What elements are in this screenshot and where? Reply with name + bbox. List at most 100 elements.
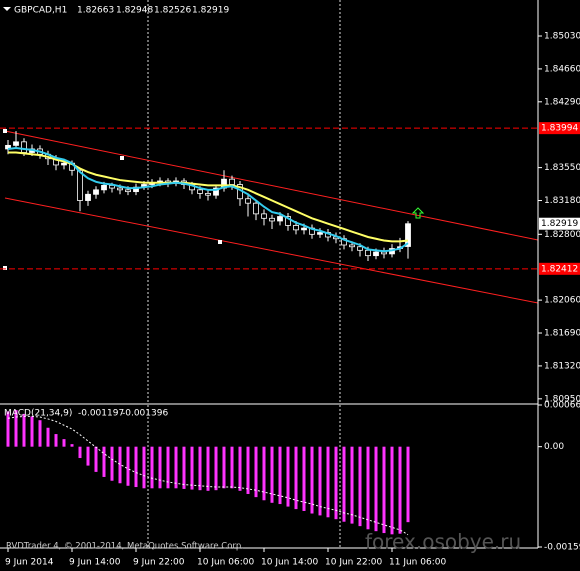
macd-bar [310, 446, 314, 514]
candle-body [301, 227, 307, 231]
plot [0, 127, 538, 536]
macd-bar [342, 446, 346, 522]
x-tick-label: 9 Jun 14:00 [69, 558, 121, 568]
macd-bar [54, 434, 58, 447]
macd-bar [62, 439, 66, 447]
y-tick-label: 1.84290 [544, 97, 580, 107]
candle-body [349, 244, 355, 248]
macd-bar [182, 446, 186, 489]
macd-bar [222, 446, 226, 489]
y-tick-label: 0.000661 [544, 401, 580, 411]
candle-body [269, 217, 275, 222]
macd-bar [14, 410, 18, 447]
watermark: forex.osobye.ru [365, 530, 521, 554]
macd-bar [190, 446, 194, 490]
macd-bar [318, 446, 322, 516]
candle-body [213, 187, 219, 196]
macd-bar [382, 446, 386, 534]
macd-bar [46, 427, 50, 447]
x-tick-label: 9 Jun 22:00 [133, 558, 185, 568]
macd-bar [334, 446, 338, 520]
macd-bar [110, 446, 114, 481]
price-label: 1.82919 [541, 219, 578, 229]
signal-value: -0.001396 [122, 409, 168, 419]
candle-body [85, 193, 91, 201]
candle-body [357, 246, 363, 251]
macd-bar [166, 446, 170, 489]
macd-bar [94, 446, 98, 472]
macd-bar [350, 446, 354, 524]
anchor [3, 129, 7, 133]
candle-body [261, 213, 267, 219]
close-value: 1.82919 [192, 6, 229, 16]
symbol-icon [3, 7, 11, 11]
macd-bar [174, 446, 178, 489]
macd-bar [406, 446, 410, 523]
candle-body [125, 189, 131, 193]
macd-bar [86, 446, 90, 466]
buy-arrow [411, 207, 425, 219]
macd-bar [102, 446, 106, 477]
macd-bar [246, 446, 250, 494]
macd-bar [262, 446, 266, 501]
candle-body [13, 141, 19, 146]
y-tick-label: 1.80950 [544, 394, 580, 404]
y-tick-label: 0.00 [544, 442, 564, 452]
macd-bar [22, 413, 26, 447]
macd-bar [254, 446, 258, 498]
y-tick-label: 1.82060 [544, 296, 580, 306]
macd-bar [118, 446, 122, 484]
macd-bar [326, 446, 330, 518]
macd-bar [70, 444, 74, 447]
macd-bar [278, 446, 282, 505]
x-tick-label: 10 Jun 06:00 [197, 558, 254, 568]
anchor [3, 266, 7, 270]
y-tick-label: 1.83550 [544, 163, 580, 173]
candle-body [229, 178, 235, 185]
frame [0, 0, 539, 549]
channel [4, 130, 539, 304]
candle-body [373, 251, 379, 257]
macd-bar [214, 446, 218, 491]
candle-body [93, 189, 99, 195]
candle-body [293, 225, 299, 231]
x-tick-label: 10 Jun 22:00 [325, 558, 382, 568]
macd-title: MACD(21,34,9) [4, 409, 72, 419]
candle-body [5, 144, 11, 150]
macd-bar [134, 446, 138, 488]
level-tag [539, 122, 580, 135]
candle-body [245, 198, 251, 204]
macd-bar [150, 446, 154, 489]
candle-body [117, 187, 123, 191]
level-label: 1.83994 [541, 124, 578, 134]
y-tick-label: 1.83180 [544, 196, 580, 206]
signal-line [7, 415, 409, 536]
macd-bar [390, 446, 394, 535]
candle-body [77, 169, 83, 201]
channel-line [4, 197, 539, 304]
y-tick-label: 1.82800 [544, 230, 580, 240]
macd-bar [358, 446, 362, 527]
candle-body [365, 249, 371, 257]
macd-bar [198, 446, 202, 491]
level-label: 1.82412 [541, 264, 578, 274]
copyright: RVDTrader 4, © 2001-2014, MetaQuotes Sof… [6, 542, 244, 552]
macd-bar [398, 446, 402, 534]
open-value: 1.82663 [77, 6, 114, 16]
candle-body [285, 216, 291, 226]
macd-bar [206, 446, 210, 491]
low-value: 1.82526 [154, 6, 191, 16]
macd-bar [126, 446, 130, 486]
macd-bar [158, 446, 162, 489]
candle-body [277, 216, 283, 222]
candle-body [317, 232, 323, 235]
candle-body [197, 189, 203, 194]
macd-bar [142, 446, 146, 489]
y-tick-label: 1.85030 [544, 32, 580, 42]
macd-bar [294, 446, 298, 510]
level-tag [539, 262, 580, 275]
high-value: 1.82948 [116, 6, 153, 16]
